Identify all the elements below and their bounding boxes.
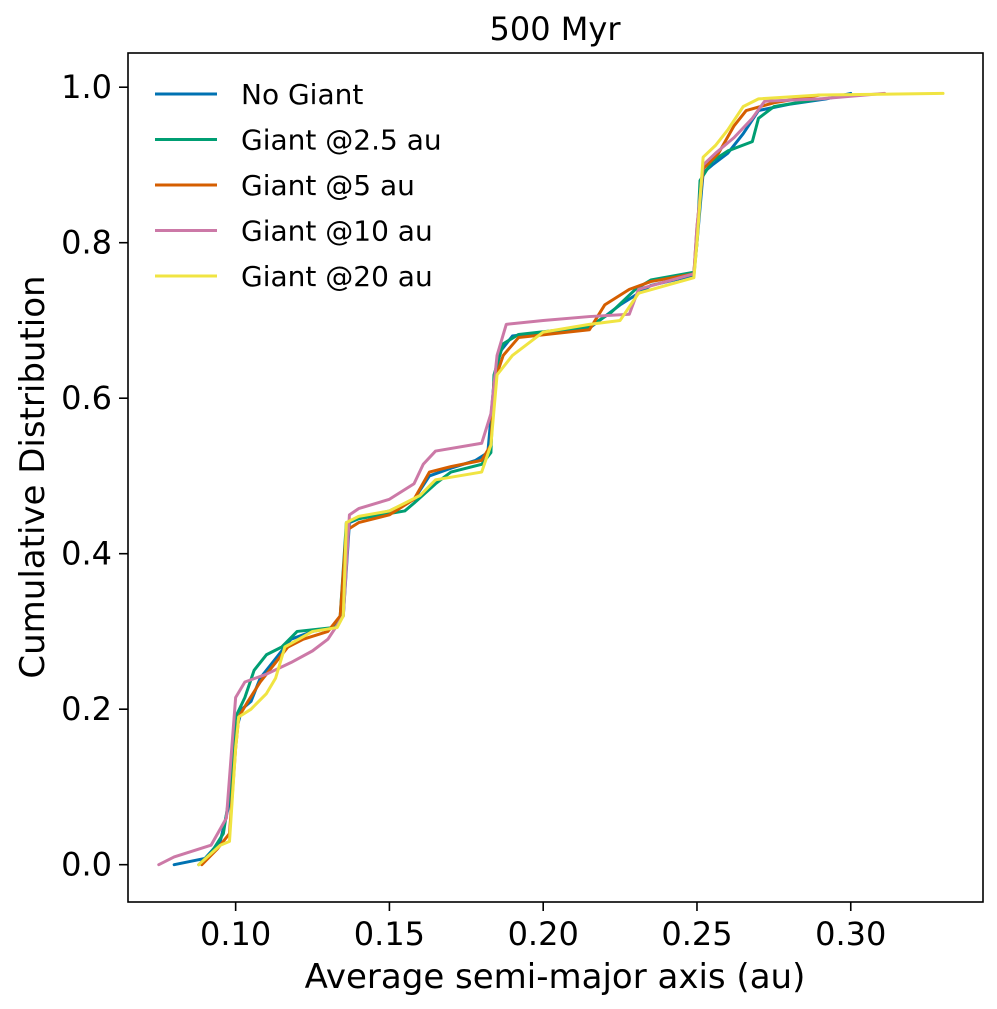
x-tick-label: 0.25 xyxy=(661,915,732,953)
y-axis: 0.0 0.2 0.4 0.6 0.8 1.0 xyxy=(61,68,128,884)
x-axis: 0.10 0.15 0.20 0.25 0.30 xyxy=(200,902,886,953)
y-tick-label: 0.2 xyxy=(61,690,112,728)
legend-label-3: Giant @5 au xyxy=(241,169,415,202)
y-tick-label: 0.4 xyxy=(61,535,112,573)
x-axis-label: Average semi-major axis (au) xyxy=(305,957,806,997)
series-line-5 xyxy=(197,91,945,867)
y-axis-label: Cumulative Distribution xyxy=(13,275,53,678)
y-tick-label: 1.0 xyxy=(61,68,112,106)
legend-label-4: Giant @10 au xyxy=(241,215,433,248)
legend-label-5: Giant @20 au xyxy=(241,260,433,293)
legend-label-1: No Giant xyxy=(241,78,363,111)
chart-title: 500 Myr xyxy=(490,10,622,48)
y-tick-label: 0.0 xyxy=(61,846,112,884)
x-tick-label: 0.15 xyxy=(354,915,425,953)
plot-frame xyxy=(127,52,984,903)
y-tick-label: 0.6 xyxy=(61,379,112,417)
series-line-4 xyxy=(157,91,887,867)
x-tick-label: 0.20 xyxy=(508,915,579,953)
x-tick-label: 0.10 xyxy=(200,915,271,953)
y-tick-label: 0.8 xyxy=(61,224,112,262)
legend-label-2: Giant @2.5 au xyxy=(241,124,442,157)
x-tick-label: 0.30 xyxy=(815,915,886,953)
legend: No Giant Giant @2.5 au Giant @5 au Giant @1… xyxy=(155,78,442,293)
series-layer xyxy=(157,91,945,867)
